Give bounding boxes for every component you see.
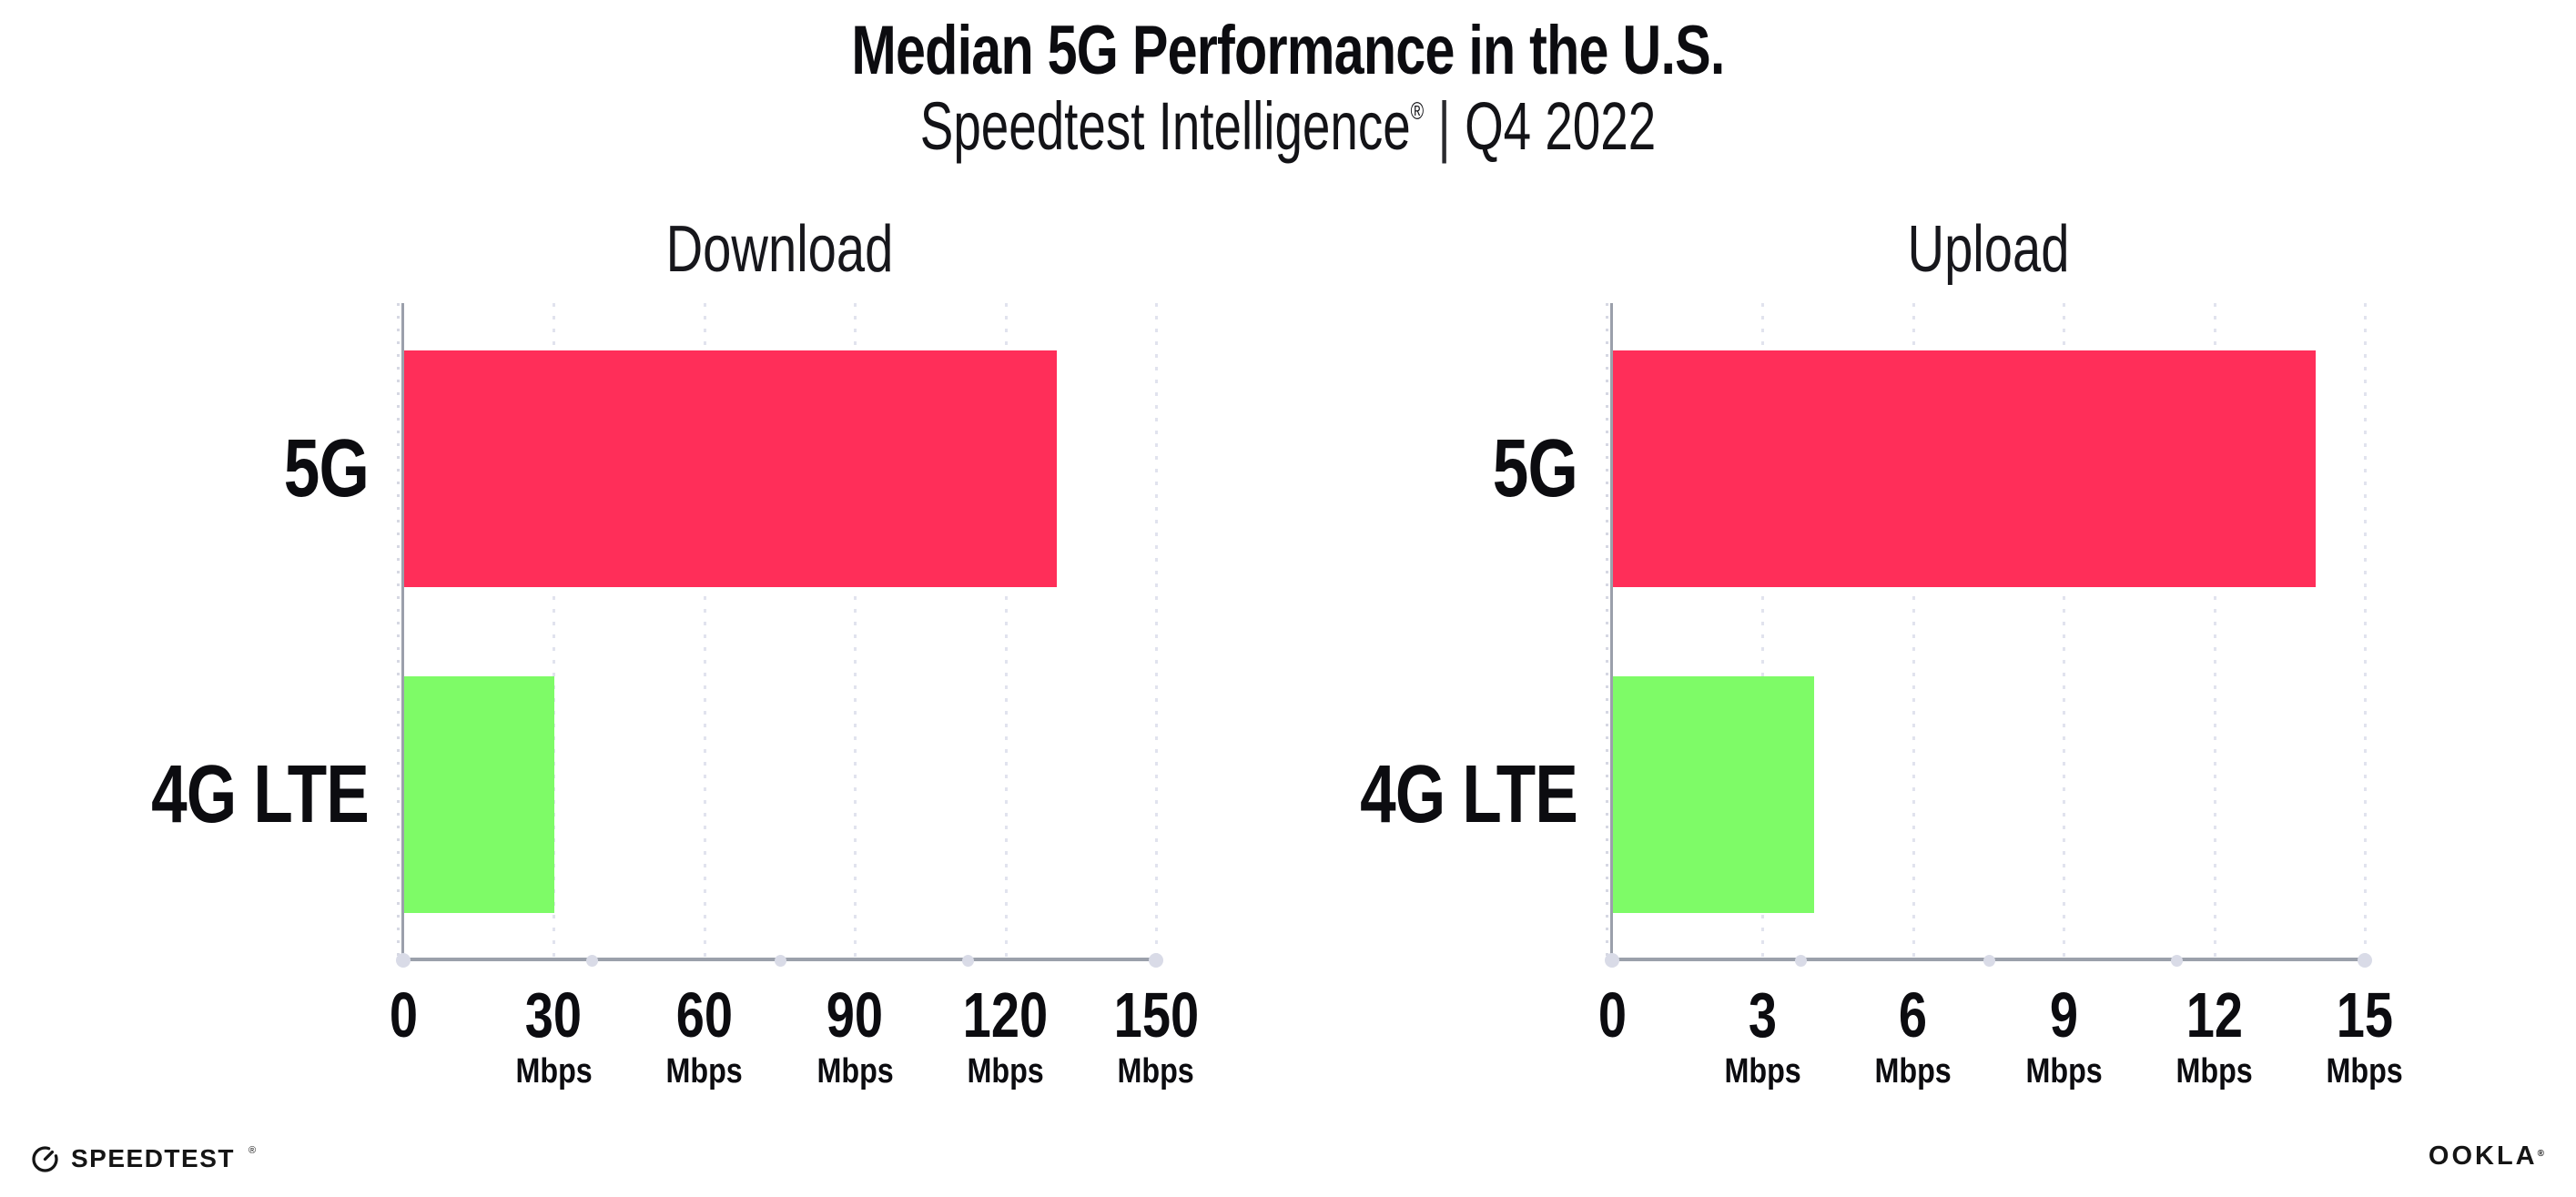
x-tick-label: 0 [258, 983, 549, 1047]
axis-baseline-dot [2171, 955, 2184, 967]
ookla-trademark: ® [2537, 1149, 2547, 1159]
chart-title-upload: Upload [1907, 213, 2070, 286]
x-tick-value: 0 [389, 979, 418, 1050]
x-tick-value: 90 [827, 979, 884, 1050]
axis-baseline-dot [1794, 955, 1807, 967]
registered-mark: ® [1410, 96, 1425, 125]
page-subtitle: Speedtest Intelligence® | Q4 2022 [335, 87, 2241, 165]
x-tick-value: 120 [962, 979, 1049, 1050]
category-label: 5G [283, 423, 370, 514]
gridline [553, 303, 556, 959]
x-tick-value: 12 [2186, 979, 2243, 1050]
x-tick-unit: Mbps [1117, 1052, 1195, 1090]
x-tick-label: 12 Mbps [2069, 983, 2360, 1089]
x-tick-value: 30 [525, 979, 583, 1050]
axis-baseline-dot [1983, 955, 1995, 967]
page-title: Median 5G Performance in the U.S. [851, 12, 1725, 89]
gridline [2364, 303, 2367, 959]
axis-baseline-dot [1605, 953, 1619, 968]
subtitle-brand: Speedtest Intelligence [919, 88, 1411, 164]
x-tick-value: 6 [1899, 979, 1928, 1050]
gridline [2063, 303, 2066, 959]
speedtest-logo: SPEEDTEST ® [31, 1144, 257, 1173]
x-tick-label: 150 Mbps [1010, 983, 1302, 1089]
category-label: 4G LTE [1360, 749, 1578, 840]
axis-baseline-dot [396, 953, 411, 968]
x-tick-value: 15 [2336, 979, 2394, 1050]
chart-title-download: Download [665, 213, 894, 286]
axis-baseline-dot [585, 955, 598, 967]
x-tick-unit: Mbps [665, 1052, 743, 1090]
category-label: 5G [1492, 423, 1578, 514]
x-tick-unit: Mbps [816, 1052, 894, 1090]
gridline [854, 303, 857, 959]
subtitle-separator: | [1437, 88, 1451, 164]
axis-baseline-dot [962, 955, 975, 967]
speedtest-wordmark: SPEEDTEST [71, 1144, 235, 1172]
axis-baseline-dot [2358, 953, 2372, 968]
x-tick-unit: Mbps [967, 1052, 1044, 1090]
x-tick-label: 60 Mbps [559, 983, 850, 1089]
gridline [1761, 303, 1765, 959]
gridline [1912, 303, 1915, 959]
x-tick-value: 150 [1113, 979, 1199, 1050]
x-tick-unit: Mbps [2175, 1052, 2253, 1090]
x-tick-label: 120 Mbps [860, 983, 1151, 1089]
download-chart: Download 5G 4G LTE 0 30 Mbps 60 Mbps 90 Mbps 120 M… [151, 213, 1199, 1089]
x-tick-unit: Mbps [1874, 1052, 1952, 1090]
x-tick-unit: Mbps [1724, 1052, 1801, 1090]
x-tick-value: 9 [2049, 979, 2078, 1050]
x-tick-label: 90 Mbps [709, 983, 1000, 1089]
y-axis-ticks [1606, 303, 1608, 959]
x-tick-label: 9 Mbps [1918, 983, 2209, 1089]
gridline [1155, 303, 1158, 959]
x-tick-unit: Mbps [2025, 1052, 2103, 1090]
x-tick-value: 3 [1748, 979, 1777, 1050]
x-tick-value: 60 [675, 979, 733, 1050]
speedtest-gauge-icon [32, 1145, 58, 1172]
category-label: 4G LTE [151, 749, 370, 840]
x-tick-label: 3 Mbps [1617, 983, 1908, 1089]
bar-5g [404, 350, 1057, 587]
x-tick-label: 6 Mbps [1768, 983, 2059, 1089]
x-tick-label: 15 Mbps [2219, 983, 2510, 1089]
x-tick-unit: Mbps [2326, 1052, 2404, 1090]
gridline [2213, 303, 2216, 959]
upload-chart: Upload 5G 4G LTE 0 3 Mbps 6 Mbps 9 Mbps 12 Mbps 15 M… [1360, 213, 2403, 1089]
axis-baseline-dot [774, 955, 786, 967]
ookla-wordmark: OOKLA [2428, 1141, 2538, 1171]
upload-plot-area: 5G 4G LTE 0 3 Mbps 6 Mbps 9 Mbps 12 Mbps 15 Mbps [1360, 303, 2403, 1089]
x-tick-unit: Mbps [515, 1052, 593, 1090]
x-tick-label: 30 Mbps [408, 983, 699, 1089]
bar-4g-lte [1613, 676, 1814, 913]
gridline [703, 303, 706, 959]
y-axis-line [401, 303, 404, 959]
ookla-logo: OOKLA® [2429, 1141, 2547, 1172]
x-tick-value: 0 [1597, 979, 1627, 1050]
gridline [1004, 303, 1008, 959]
x-tick-label: 0 [1466, 983, 1758, 1047]
bar-4g-lte [404, 676, 555, 913]
axis-baseline-dot [1149, 953, 1163, 968]
download-plot-area: 5G 4G LTE 0 30 Mbps 60 Mbps 90 Mbps 120 Mbps 150 Mbp… [151, 303, 1199, 1089]
speedtest-trademark: ® [248, 1145, 257, 1156]
bar-5g [1613, 350, 2316, 587]
y-axis-ticks [397, 303, 400, 959]
y-axis-line [1610, 303, 1613, 959]
subtitle-period: Q4 2022 [1465, 88, 1657, 164]
